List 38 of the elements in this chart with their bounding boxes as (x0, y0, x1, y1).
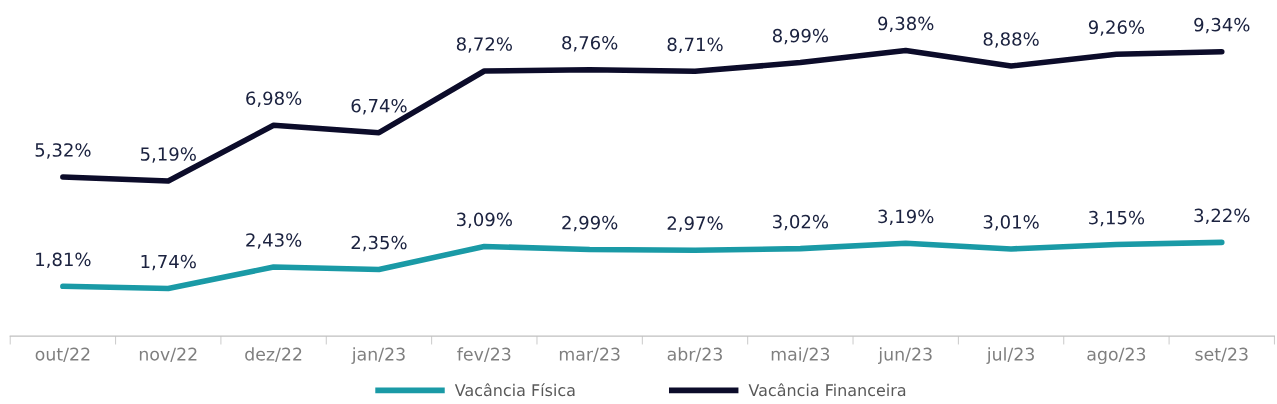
x-tick-label: mar/23 (559, 347, 620, 363)
legend-label: Vacância Financeira (748, 383, 906, 397)
data-label: 8,99% (772, 28, 829, 45)
x-tick-label: abr/23 (667, 347, 722, 363)
x-tick-label: nov/22 (139, 347, 197, 363)
x-tick-label: jun/23 (878, 347, 932, 365)
x-tick-label: mai/23 (771, 347, 830, 363)
data-label: 8,88% (983, 32, 1039, 48)
data-label: 3,15% (1089, 210, 1145, 227)
data-label: 3,22% (1194, 208, 1250, 225)
data-label: 1,81% (36, 252, 91, 269)
x-tick-label: jul/23 (986, 347, 1034, 365)
data-label: 6,74% (351, 98, 407, 115)
x-tick-label: ago/23 (1087, 347, 1146, 365)
data-label: 8,76% (562, 35, 618, 52)
x-tick-label: dez/22 (245, 347, 302, 363)
data-label: 2,99% (562, 215, 618, 232)
x-tick-label: set/23 (1195, 347, 1248, 363)
data-label: 2,43% (246, 233, 302, 249)
legend-label: Vacância Física (454, 383, 575, 397)
data-label: 9,34% (1194, 17, 1250, 34)
data-label: 5,32% (35, 143, 91, 159)
data-label: 2,35% (351, 235, 407, 252)
data-label: 3,19% (878, 209, 934, 226)
data-label: 3,02% (773, 214, 829, 231)
data-label: 5,19% (140, 147, 196, 163)
data-label: 9,38% (878, 16, 934, 33)
x-tick-label: jan/23 (351, 347, 405, 365)
data-label: 3,01% (983, 215, 1039, 231)
x-tick-label: out/22 (35, 347, 90, 363)
data-label: 6,98% (246, 91, 302, 107)
data-label: 8,72% (456, 37, 512, 53)
data-label: 9,26% (1088, 20, 1145, 36)
data-label: 1,74% (141, 254, 196, 271)
data-label: 2,97% (667, 216, 723, 232)
data-label: 8,71% (667, 37, 723, 53)
data-label: 3,09% (457, 212, 512, 229)
x-tick-label: fev/23 (457, 347, 511, 363)
